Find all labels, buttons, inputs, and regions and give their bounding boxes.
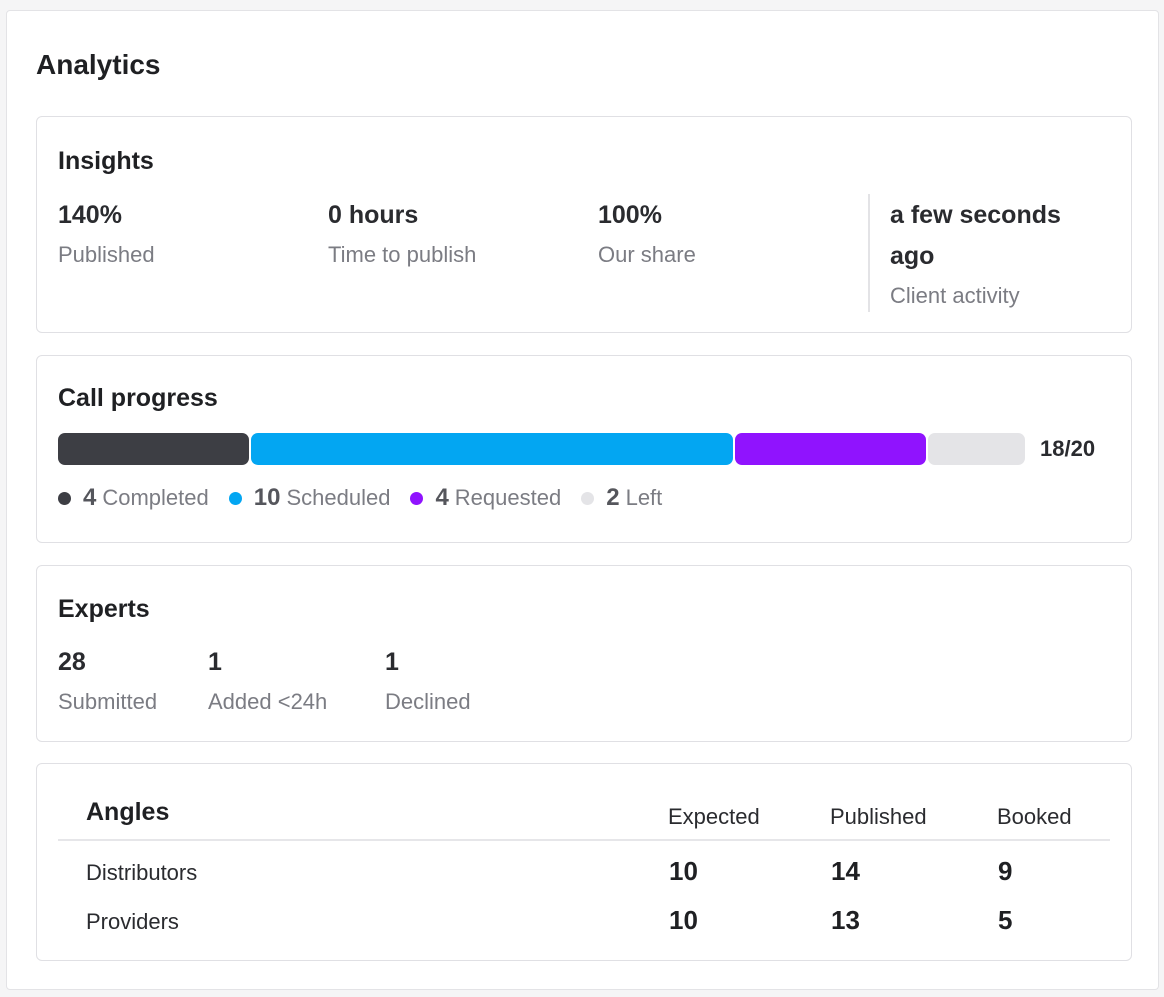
table-row: Providers 10 13 5 <box>86 905 1116 945</box>
requested-dot-icon <box>410 491 424 505</box>
booked-value: 9 <box>998 856 1013 886</box>
legend-item-completed: 4 Completed <box>58 484 209 512</box>
left-dot-icon <box>581 491 595 505</box>
legend-count: 2 <box>606 484 620 511</box>
stat-client-activity: a few seconds ago Client activity <box>890 195 1061 315</box>
stat-value: a few seconds <box>890 201 1061 229</box>
column-header-published: Published <box>830 804 927 829</box>
table-row: Distributors 10 14 9 <box>86 856 1116 896</box>
page-title: Analytics <box>36 49 161 80</box>
angle-name: Distributors <box>86 860 198 885</box>
stat-submitted: 28 Submitted <box>58 642 157 721</box>
stat-value: 1 <box>208 648 222 676</box>
legend-item-scheduled: 10 Scheduled <box>228 484 391 512</box>
stat-label: Declined <box>385 689 471 714</box>
stat-value: 100% <box>598 201 662 229</box>
experts-title: Experts <box>58 595 150 623</box>
progress-segment-scheduled <box>251 433 733 465</box>
legend-label: Scheduled <box>286 485 391 510</box>
legend-label: Completed <box>102 485 209 510</box>
published-value: 14 <box>831 856 860 886</box>
stat-label: Our share <box>598 242 696 267</box>
angles-title: Angles <box>86 798 170 826</box>
angles-card: Angles Expected Published Booked Distrib… <box>36 763 1132 961</box>
column-header-booked: Booked <box>997 804 1072 829</box>
call-progress-card: Call progress 18/20 4 Completed 10 Sched… <box>36 355 1132 543</box>
legend-item-requested: 4 Requested <box>410 484 561 512</box>
stat-label: Time to publish <box>328 242 477 267</box>
stat-label: Published <box>58 242 155 267</box>
stat-value: 0 hours <box>328 201 419 229</box>
progress-segment-completed <box>58 433 250 465</box>
column-header-expected: Expected <box>668 804 760 829</box>
analytics-panel: Analytics Insights 140% Published 0 hour… <box>6 10 1159 990</box>
expected-value: 10 <box>669 856 698 886</box>
progress-segment-requested <box>734 433 927 465</box>
call-progress-count: 18/20 <box>1040 436 1096 461</box>
stat-value: 1 <box>385 648 399 676</box>
legend-item-left: 2 Left <box>581 484 662 512</box>
legend-label: Left <box>625 485 663 510</box>
legend-label: Requested <box>454 485 562 510</box>
legend-count: 4 <box>435 484 449 511</box>
stat-value: 140% <box>58 201 122 229</box>
call-progress-bar <box>58 433 1025 465</box>
progress-segment-left <box>928 433 1025 465</box>
call-progress-legend: 4 Completed 10 Scheduled 4 Requested 2 L… <box>58 484 682 512</box>
stat-label: Client activity <box>890 283 1020 308</box>
stat-our-share: 100% Our share <box>598 195 696 274</box>
legend-count: 4 <box>83 484 97 511</box>
published-value: 13 <box>831 905 860 935</box>
divider <box>868 194 870 312</box>
completed-dot-icon <box>58 491 71 505</box>
experts-card: Experts 28 Submitted 1 Added <24h 1 Decl… <box>36 565 1132 742</box>
booked-value: 5 <box>998 905 1013 935</box>
insights-card: Insights 140% Published 0 hours Time to … <box>36 116 1132 333</box>
stat-label: Submitted <box>58 689 158 714</box>
stat-declined: 1 Declined <box>385 642 471 721</box>
stat-published: 140% Published <box>58 195 155 274</box>
stat-time-to-publish: 0 hours Time to publish <box>328 195 476 274</box>
stat-value: ago <box>890 242 935 270</box>
angle-name: Providers <box>86 909 179 934</box>
legend-count: 10 <box>253 484 281 511</box>
expected-value: 10 <box>669 905 698 935</box>
stat-value: 28 <box>58 648 86 676</box>
insights-title: Insights <box>58 147 154 175</box>
angles-table-header <box>58 764 1110 841</box>
call-progress-title: Call progress <box>58 384 218 412</box>
scheduled-dot-icon <box>228 491 242 505</box>
stat-added-24h: 1 Added <24h <box>208 642 327 721</box>
stat-label: Added <24h <box>208 689 328 714</box>
